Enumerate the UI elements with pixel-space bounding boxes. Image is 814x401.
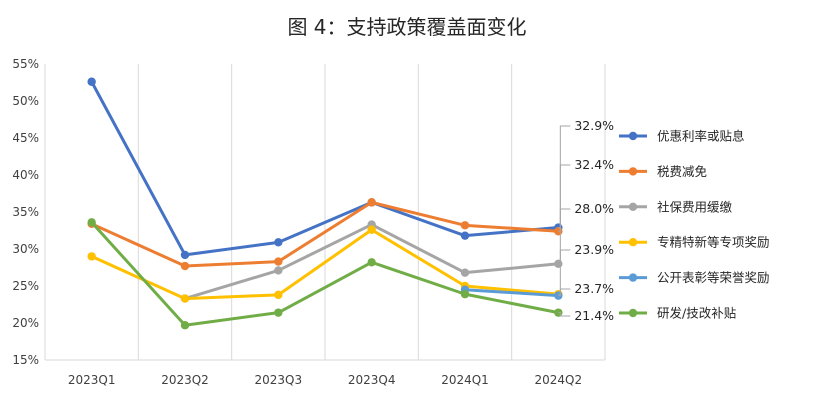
x-tick-label: 2023Q2: [161, 373, 209, 387]
data-point: [274, 238, 283, 247]
legend-marker: [628, 273, 638, 282]
y-axis-ticks: 15% 20% 25% 30% 35% 40% 45% 50% 55%: [12, 57, 39, 367]
legend-label: 优惠利率或贴息: [657, 129, 745, 144]
legend-item: 社保费用缓缴: [619, 199, 733, 214]
end-value-label: 21.4%: [574, 308, 614, 323]
legend-marker: [628, 167, 638, 176]
end-label-leader: [558, 312, 571, 317]
grid-lines: [44, 64, 606, 361]
data-point: [87, 252, 96, 261]
data-point: [87, 218, 96, 227]
y-tick-label: 20%: [12, 316, 39, 330]
end-value-label: 23.7%: [574, 281, 614, 296]
data-point: [367, 198, 376, 207]
legend: 优惠利率或贴息税费减免社保费用缓缴专精特新等专项奖励公开表彰等荣誉奖励研发/技改…: [619, 129, 770, 321]
data-point: [274, 257, 283, 266]
legend-marker: [628, 238, 638, 247]
legend-marker: [628, 202, 638, 211]
data-point: [274, 266, 283, 275]
legend-label: 专精特新等专项奖励: [657, 235, 770, 250]
series-group: [87, 77, 563, 330]
x-tick-label: 2023Q1: [68, 373, 116, 387]
y-tick-label: 55%: [12, 57, 39, 71]
legend-label: 社保费用缓缴: [657, 199, 733, 214]
y-tick-label: 30%: [12, 242, 39, 256]
data-point: [460, 268, 470, 277]
data-point: [367, 225, 376, 234]
data-point: [274, 308, 283, 317]
data-point: [460, 231, 470, 240]
data-point: [460, 221, 470, 230]
legend-item: 公开表彰等荣誉奖励: [619, 270, 770, 285]
legend-marker: [628, 308, 638, 318]
end-value-label: 32.4%: [574, 157, 614, 172]
legend-marker: [628, 131, 638, 141]
legend-item: 税费减免: [619, 164, 707, 179]
series-line: [463, 288, 560, 298]
data-point: [180, 250, 190, 260]
end-label-leaders: [558, 125, 571, 317]
y-tick-label: 35%: [12, 205, 39, 219]
x-tick-label: 2023Q3: [255, 373, 303, 387]
legend-item: 专精特新等专项奖励: [619, 235, 770, 250]
y-tick-label: 15%: [12, 353, 39, 367]
data-point: [274, 290, 283, 300]
chart-title: 图 4：支持政策覆盖面变化: [287, 15, 526, 39]
data-point: [180, 261, 190, 271]
legend-item: 研发/技改补贴: [619, 306, 736, 321]
legend-label: 研发/技改补贴: [657, 306, 736, 321]
series-line: [90, 80, 560, 257]
end-value-label: 23.9%: [574, 242, 614, 257]
x-tick-label: 2024Q2: [535, 373, 583, 387]
end-label-leader: [558, 208, 571, 265]
y-tick-label: 50%: [12, 94, 39, 108]
data-point: [180, 321, 190, 330]
x-tick-label: 2023Q4: [348, 373, 396, 387]
data-point: [460, 289, 470, 299]
end-value-label: 32.9%: [574, 118, 614, 133]
data-point: [367, 258, 376, 267]
legend-item: 优惠利率或贴息: [619, 129, 745, 144]
x-axis-ticks: 2023Q1 2023Q2 2023Q3 2023Q4 2024Q1 2024Q2: [68, 373, 582, 387]
end-value-label: 28.0%: [574, 201, 614, 216]
end-labels: 32.9% 32.4% 28.0% 23.9% 23.7% 21.4%: [574, 118, 614, 323]
x-tick-label: 2024Q1: [441, 373, 489, 387]
data-point: [180, 294, 190, 303]
legend-label: 税费减免: [657, 164, 707, 179]
end-label-leader: [558, 249, 571, 295]
series-line: [90, 200, 560, 268]
end-label-leader: [558, 164, 571, 232]
y-tick-label: 45%: [12, 131, 39, 145]
y-tick-label: 25%: [12, 279, 39, 293]
data-point: [87, 77, 96, 86]
y-tick-label: 40%: [12, 168, 39, 182]
series-line: [90, 228, 560, 301]
legend-label: 公开表彰等荣誉奖励: [657, 270, 770, 285]
end-label-leader: [558, 288, 571, 297]
series-line: [90, 220, 560, 327]
